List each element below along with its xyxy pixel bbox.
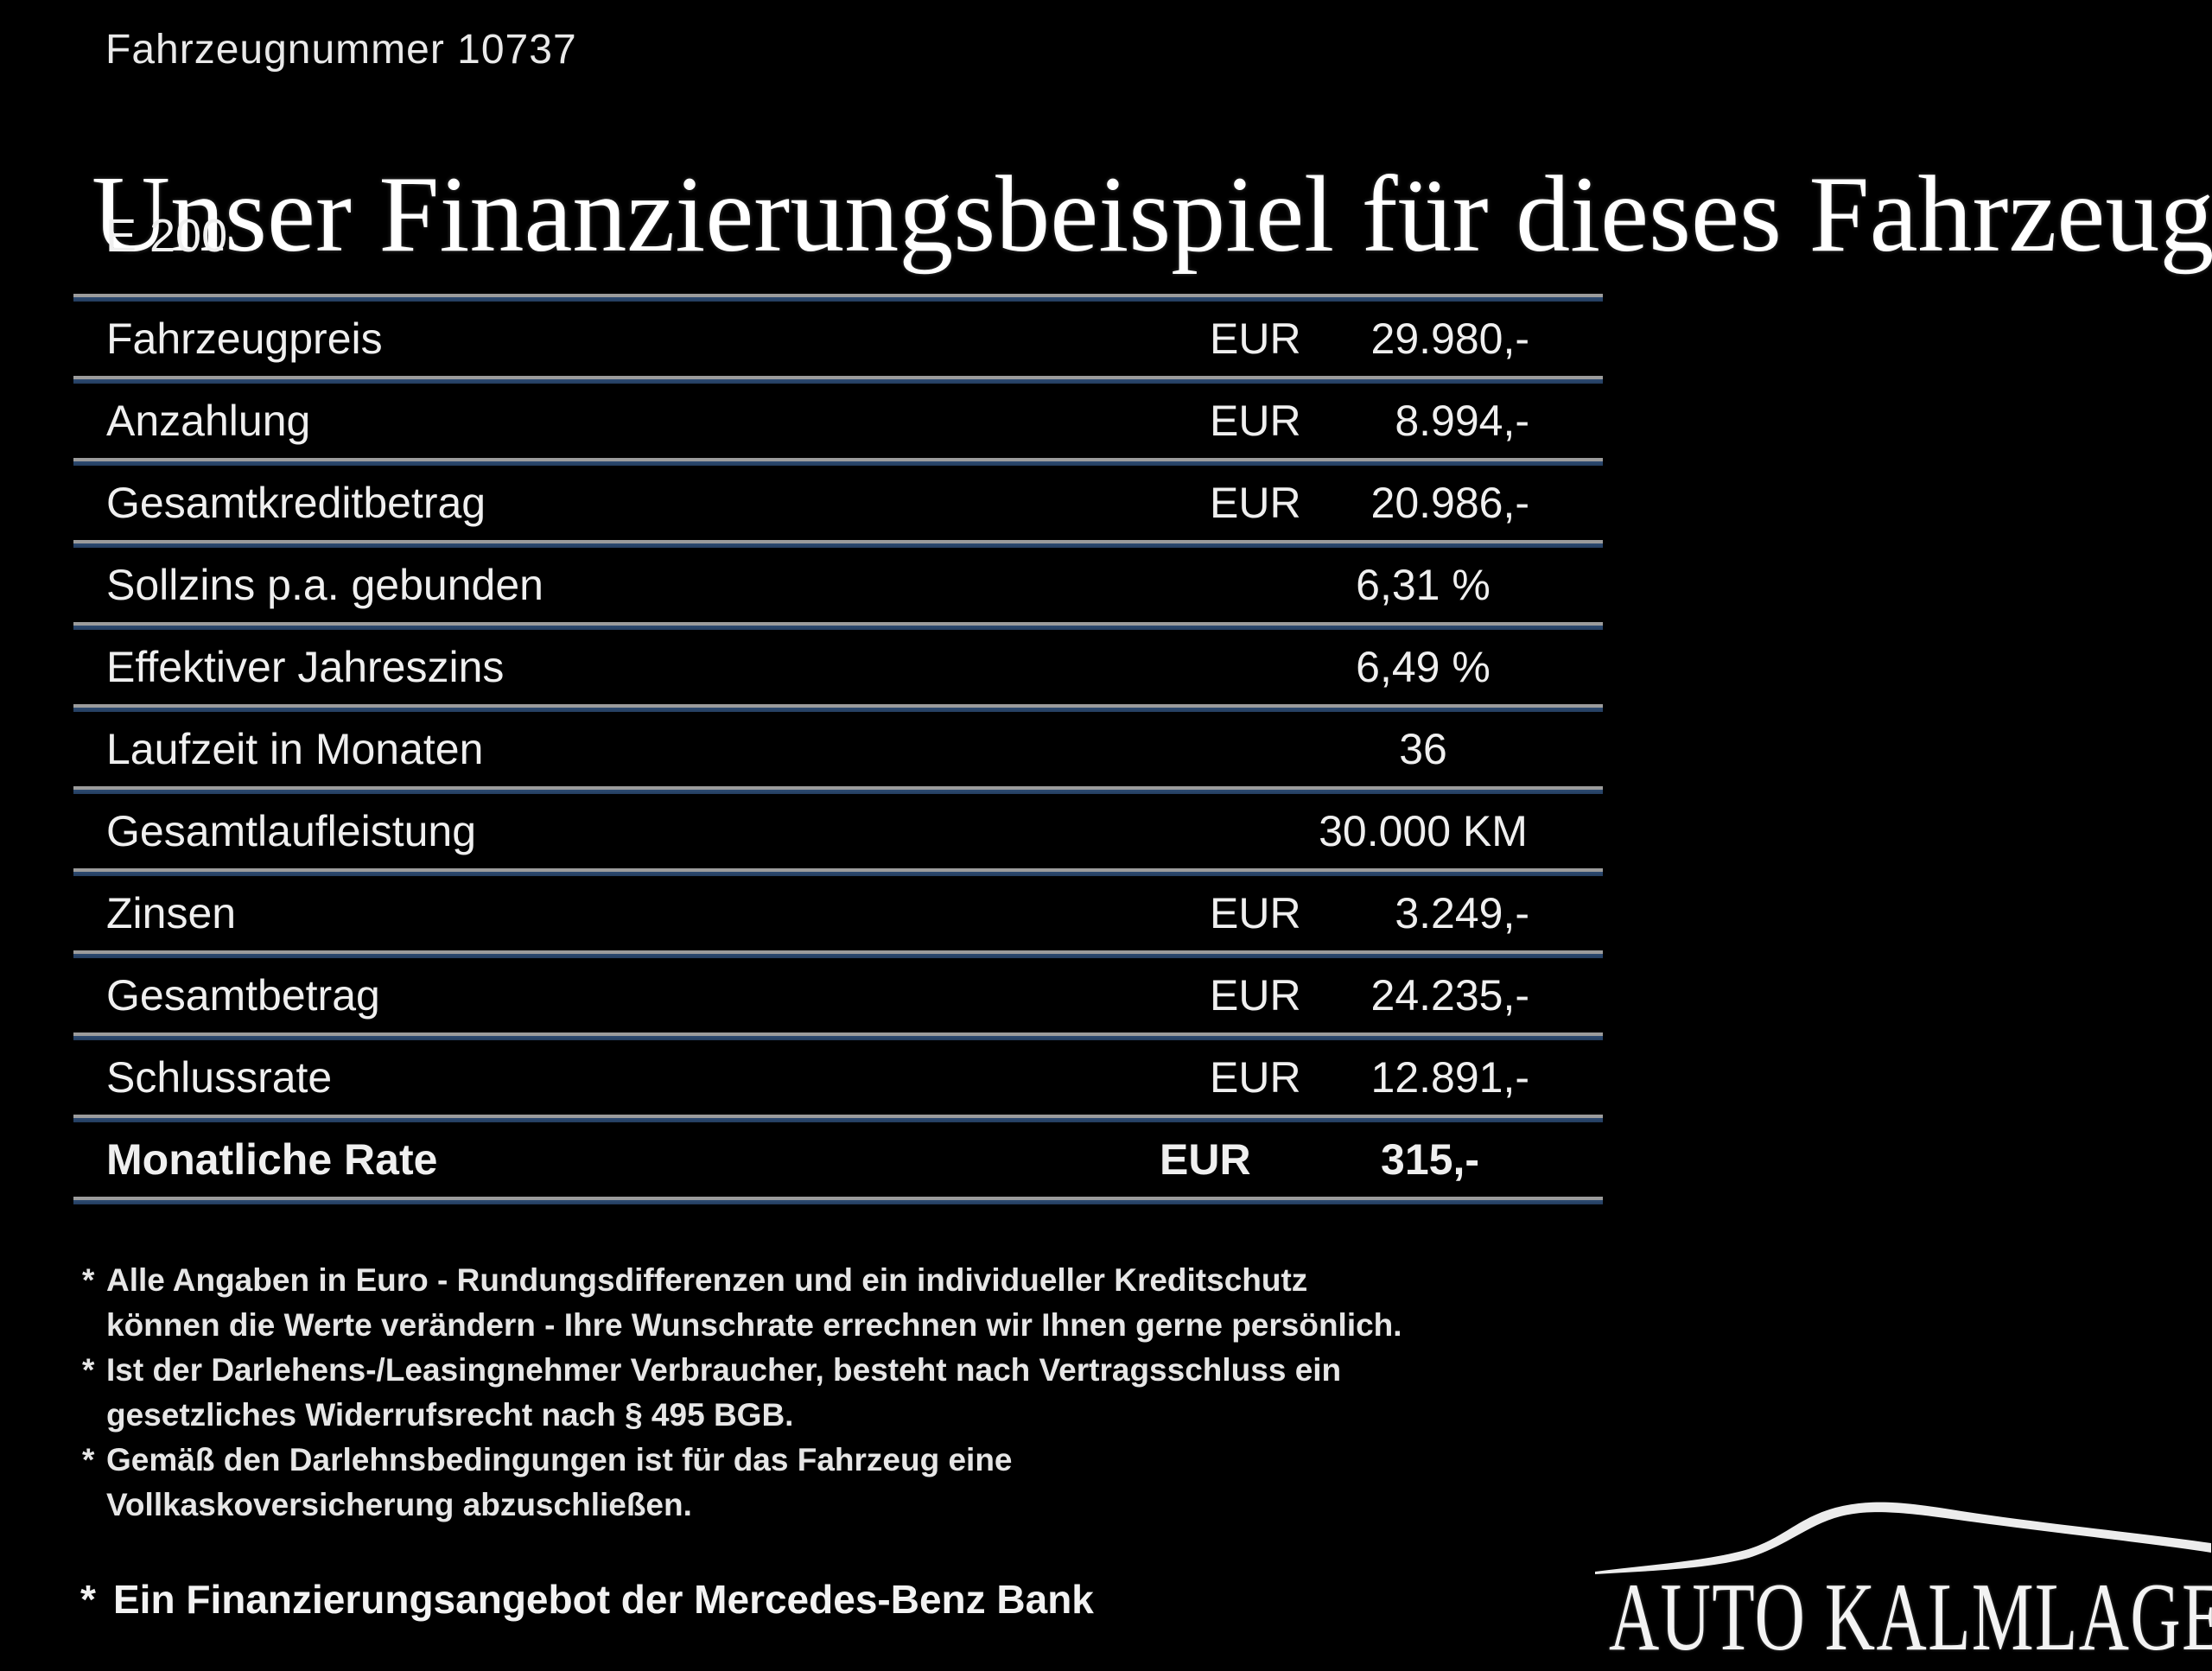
table-row: Zinsen EUR 3.249,- [73,876,1603,950]
footnote-marker: * [82,1262,95,1298]
page-title-text: Unser Finanzierungsbeispiel für dieses F… [92,155,2212,276]
footnote-line: können die Werte verändern - Ihre Wunsch… [106,1307,1402,1343]
row-value: 29.980,- [1370,315,1529,363]
row-label: Schlussrate [106,1053,333,1102]
row-label: Zinsen [106,889,237,937]
row-value: 6,31 % [1356,561,1491,609]
row-value: 30.000 KM [1319,807,1528,855]
row-divider [73,1115,1603,1122]
table-row: Effektiver Jahreszins 6,49 % [73,630,1603,704]
dealer-logo-text: AUTO KALMLAGE [1609,1564,2212,1671]
row-value: 315,- [1381,1135,1479,1184]
row-label: Sollzins p.a. gebunden [106,561,543,609]
row-label: Gesamtlaufleistung [106,807,477,855]
footnotes: * Alle Angaben in Euro - Rundungsdiffere… [82,1258,1402,1528]
row-value: 20.986,- [1370,479,1529,527]
footnote: * Ist der Darlehens-/Leasingnehmer Verbr… [82,1348,1361,1438]
currency-label: EUR [1210,889,1301,937]
row-label: Effektiver Jahreszins [106,643,505,691]
row-divider [73,458,1603,466]
footnote: * Gemäß den Darlehnsbedingungen ist für … [82,1438,1361,1528]
table-row: Laufzeit in Monaten 36 [73,712,1603,786]
row-divider [73,1197,1603,1204]
bank-financing-note: * Ein Finanzierungsangebot der Mercedes-… [80,1576,1094,1623]
row-divider [73,540,1603,548]
currency-label: EUR [1210,1053,1301,1102]
finance-table: Fahrzeugpreis EUR 29.980,- Anzahlung EUR… [73,294,1603,1204]
dealer-logo: AUTO KALMLAGE [1590,1462,2212,1666]
table-row-monthly-rate: Monatliche Rate EUR 315,- [73,1122,1603,1197]
row-label: Fahrzeugpreis [106,315,383,363]
footnote-marker: * [82,1352,95,1388]
table-row: Schlussrate EUR 12.891,- [73,1040,1603,1115]
footnote: * Alle Angaben in Euro - Rundungsdiffere… [82,1258,1402,1348]
table-row: Fahrzeugpreis EUR 29.980,- [73,302,1603,376]
row-label: Anzahlung [106,397,311,445]
row-divider [73,1032,1603,1040]
table-row: Sollzins p.a. gebunden 6,31 % [73,548,1603,622]
currency-label: EUR [1210,479,1301,527]
vehicle-number: Fahrzeugnummer 10737 [105,27,577,73]
bank-note-marker: * [80,1577,96,1622]
row-divider [73,376,1603,384]
footnote-line: Vollkaskoversicherung abzuschließen. [106,1487,692,1522]
row-value: 6,49 % [1356,643,1491,691]
row-value: 12.891,- [1370,1053,1529,1102]
row-divider [73,704,1603,712]
row-value: 24.235,- [1370,971,1529,1020]
row-label: Laufzeit in Monaten [106,725,484,773]
footnote-line: Ist der Darlehens-/Leasingnehmer Verbrau… [106,1352,1342,1388]
currency-label: EUR [1210,397,1301,445]
table-row: Gesamtkreditbetrag EUR 20.986,- [73,466,1603,540]
row-divider [73,294,1603,302]
car-silhouette-icon [1595,1502,2211,1574]
row-label: Gesamtkreditbetrag [106,479,486,527]
footnote-line: Alle Angaben in Euro - Rundungsdifferenz… [106,1262,1308,1298]
row-divider [73,950,1603,958]
table-row: Gesamtlaufleistung 30.000 KM [73,794,1603,868]
row-label: Monatliche Rate [106,1135,438,1184]
row-divider [73,868,1603,876]
row-value: 36 [1399,725,1447,773]
currency-label: EUR [1210,315,1301,363]
currency-label: EUR [1160,1135,1251,1184]
table-row: Anzahlung EUR 8.994,- [73,384,1603,458]
bank-note-text: Ein Finanzierungsangebot der Mercedes-Be… [113,1577,1094,1622]
row-divider [73,622,1603,630]
row-divider [73,786,1603,794]
footnote-line: Gemäß den Darlehnsbedingungen ist für da… [106,1442,1013,1477]
table-row: Gesamtbetrag EUR 24.235,- [73,958,1603,1032]
currency-label: EUR [1210,971,1301,1020]
footnote-marker: * [82,1442,95,1477]
row-value: 8.994,- [1395,397,1529,445]
model-name: E 200 [105,210,228,262]
row-label: Gesamtbetrag [106,971,380,1020]
page-title: Unser Finanzierungsbeispiel für dieses F… [92,138,2212,286]
footnote-line: gesetzliches Widerrufsrecht nach § 495 B… [106,1397,794,1433]
row-value: 3.249,- [1395,889,1529,937]
